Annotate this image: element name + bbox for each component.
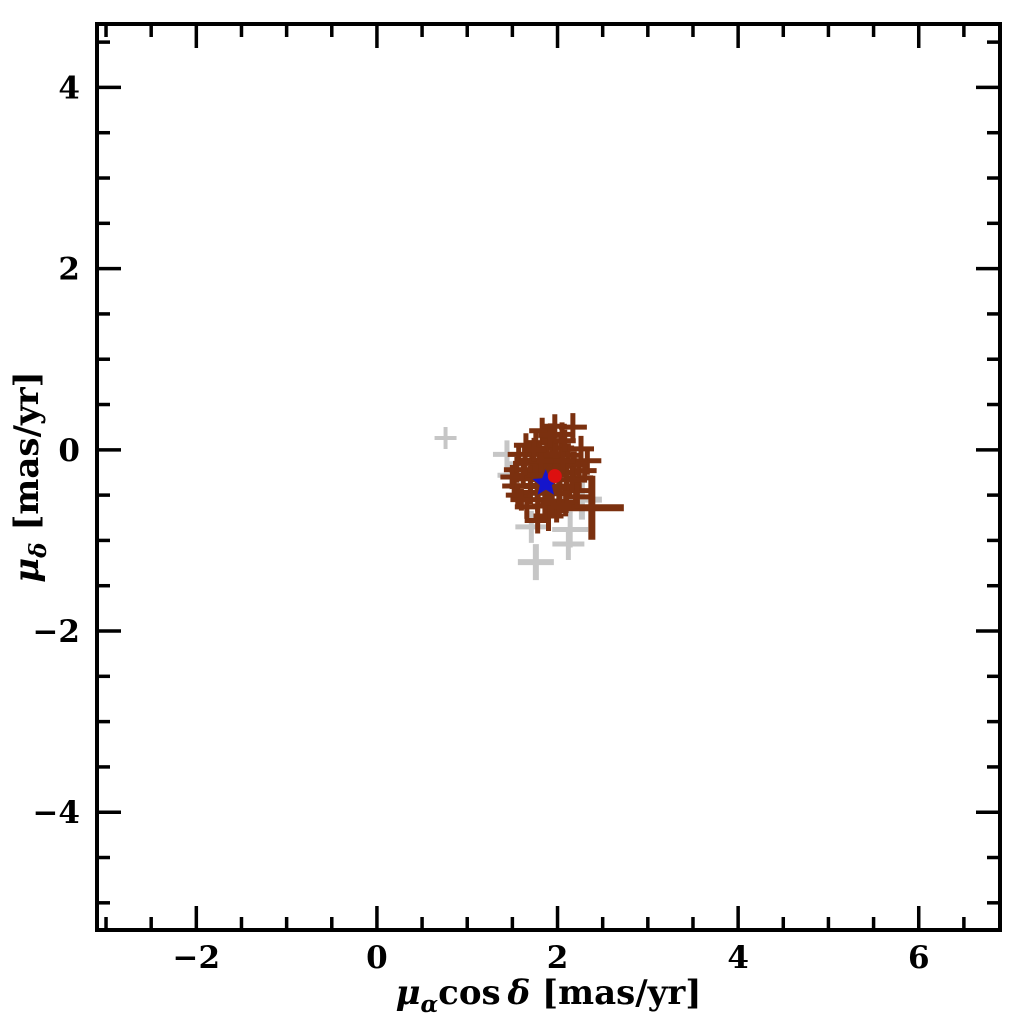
x-tick-labels: −2 0 2 4 6 bbox=[173, 940, 930, 976]
svg-text:2: 2 bbox=[547, 940, 569, 976]
svg-text:−2: −2 bbox=[173, 940, 221, 976]
x-axis-label: μα​cos δ [mas/yr] bbox=[396, 973, 702, 1018]
axis-ticks bbox=[99, 26, 998, 928]
svg-text:−4: −4 bbox=[32, 795, 80, 831]
plot-frame bbox=[95, 22, 1002, 932]
svg-text:4: 4 bbox=[58, 70, 80, 106]
svg-text:−2: −2 bbox=[32, 614, 80, 650]
svg-text:6: 6 bbox=[908, 940, 930, 976]
mean-proper-motion-star-series bbox=[532, 469, 560, 495]
reference-dot-series bbox=[547, 469, 562, 484]
svg-text:0: 0 bbox=[58, 433, 80, 469]
svg-text:4: 4 bbox=[727, 940, 749, 976]
svg-text:2: 2 bbox=[58, 252, 80, 288]
y-axis-label: μδ​ [mas/yr] bbox=[7, 371, 52, 582]
y-tick-labels: −4 −2 0 2 4 bbox=[32, 70, 80, 831]
svg-text:0: 0 bbox=[366, 940, 388, 976]
